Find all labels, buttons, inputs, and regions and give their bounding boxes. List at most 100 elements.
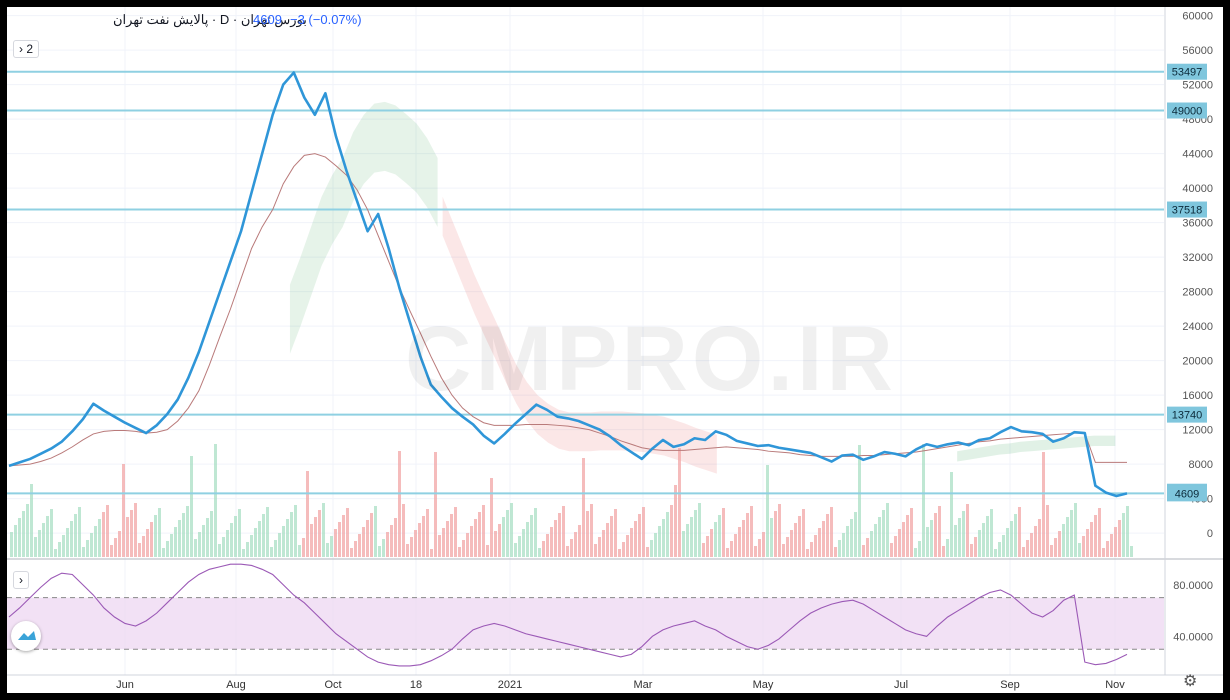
volume-bar	[422, 516, 425, 557]
volume-bar	[42, 523, 45, 557]
volume-bar	[894, 536, 897, 557]
volume-bar	[14, 525, 17, 557]
volume-bar	[982, 523, 985, 557]
time-axis-tick: 18	[410, 679, 422, 691]
volume-bar	[1018, 507, 1021, 557]
time-axis-tick: Nov	[1105, 679, 1125, 691]
symbol-title[interactable]: پالایش نفت تهران · D · بورس تهران	[113, 12, 307, 27]
volume-bar	[510, 503, 513, 557]
volume-bar	[518, 536, 521, 557]
volume-bar	[1006, 528, 1009, 557]
volume-bar	[382, 539, 385, 557]
volume-bar	[898, 529, 901, 557]
time-axis-tick: Oct	[324, 679, 341, 691]
volume-bar	[602, 530, 605, 557]
volume-bar	[778, 504, 781, 557]
volume-bar	[366, 520, 369, 557]
volume-bar	[914, 548, 917, 557]
volume-bar	[434, 452, 437, 557]
volume-bar	[210, 511, 213, 557]
volume-bar	[430, 549, 433, 557]
volume-bar	[550, 527, 553, 557]
cloud-bearish	[442, 196, 717, 474]
volume-bar	[534, 508, 537, 557]
volume-bar	[970, 544, 973, 557]
volume-bar	[582, 458, 585, 557]
volume-bar	[650, 540, 653, 557]
volume-bar	[758, 539, 761, 557]
volume-bar	[446, 521, 449, 557]
volume-bar	[874, 524, 877, 557]
level-label: 53497	[1172, 67, 1203, 79]
volume-bar	[506, 510, 509, 557]
volume-bar	[858, 445, 861, 557]
volume-bar	[762, 532, 765, 557]
cloud-bullish	[289, 101, 438, 354]
volume-bar	[178, 520, 181, 557]
collapse-indicators-button[interactable]: › 2	[13, 40, 39, 58]
volume-bar	[58, 542, 61, 557]
price-axis-tick: 16000	[1182, 390, 1213, 402]
watermark: CMPRO.IR	[405, 308, 897, 410]
price-axis-tick: 8000	[1189, 459, 1213, 471]
volume-bar	[882, 510, 885, 557]
volume-bar	[682, 531, 685, 557]
volume-bar	[994, 549, 997, 557]
volume-bar	[410, 537, 413, 557]
volume-bar	[678, 448, 681, 557]
last-price: 4609	[253, 12, 282, 27]
volume-bar	[670, 505, 673, 557]
volume-bar	[870, 531, 873, 557]
volume-bar	[746, 513, 749, 557]
volume-bar	[242, 549, 245, 557]
volume-bar	[134, 503, 137, 557]
volume-bar	[666, 512, 669, 557]
settings-gear-icon[interactable]: ⚙	[1183, 673, 1198, 690]
volume-bar	[770, 518, 773, 557]
volume-bar	[198, 532, 201, 557]
volume-bar	[426, 509, 429, 557]
volume-bar	[22, 511, 25, 557]
volume-bar	[318, 510, 321, 557]
volume-bar	[694, 510, 697, 557]
volume-bar	[618, 549, 621, 557]
volume-bar	[114, 538, 117, 557]
volume-bar	[1074, 503, 1077, 557]
tradingview-logo[interactable]	[11, 621, 41, 651]
volume-bar	[250, 535, 253, 557]
volume-bar	[654, 533, 657, 557]
price-axis-tick: 44000	[1182, 149, 1213, 161]
volume-bar	[606, 523, 609, 557]
volume-bar	[206, 518, 209, 557]
volume-bar	[302, 538, 305, 557]
volume-bar	[334, 529, 337, 557]
time-axis-tick: Jul	[894, 679, 908, 691]
volume-bar	[734, 534, 737, 557]
volume-bar	[922, 444, 925, 557]
volume-bar	[238, 509, 241, 557]
volume-bar	[1014, 514, 1017, 557]
level-label-bg	[1167, 406, 1207, 423]
volume-bar	[1058, 531, 1061, 557]
price-axis-tick: 40000	[1182, 183, 1213, 195]
volume-bar	[890, 543, 893, 557]
volume-bar	[146, 529, 149, 557]
volume-bar	[946, 539, 949, 557]
volume-bar	[686, 524, 689, 557]
volume-bar	[1070, 510, 1073, 557]
volume-bar	[1114, 527, 1117, 557]
volume-bar	[974, 537, 977, 557]
volume-bar	[290, 512, 293, 557]
rsi-expand-button[interactable]: ›	[13, 571, 29, 589]
volume-bar	[830, 507, 833, 557]
volume-bar	[938, 506, 941, 557]
volume-bar	[594, 544, 597, 557]
volume-bar	[278, 533, 281, 557]
volume-bar	[638, 514, 641, 557]
volume-bar	[174, 527, 177, 557]
volume-bar	[474, 519, 477, 557]
volume-bar	[54, 549, 57, 557]
volume-bar	[346, 508, 349, 557]
price-axis-tick: 60000	[1182, 11, 1213, 23]
rsi-line	[8, 563, 1128, 667]
